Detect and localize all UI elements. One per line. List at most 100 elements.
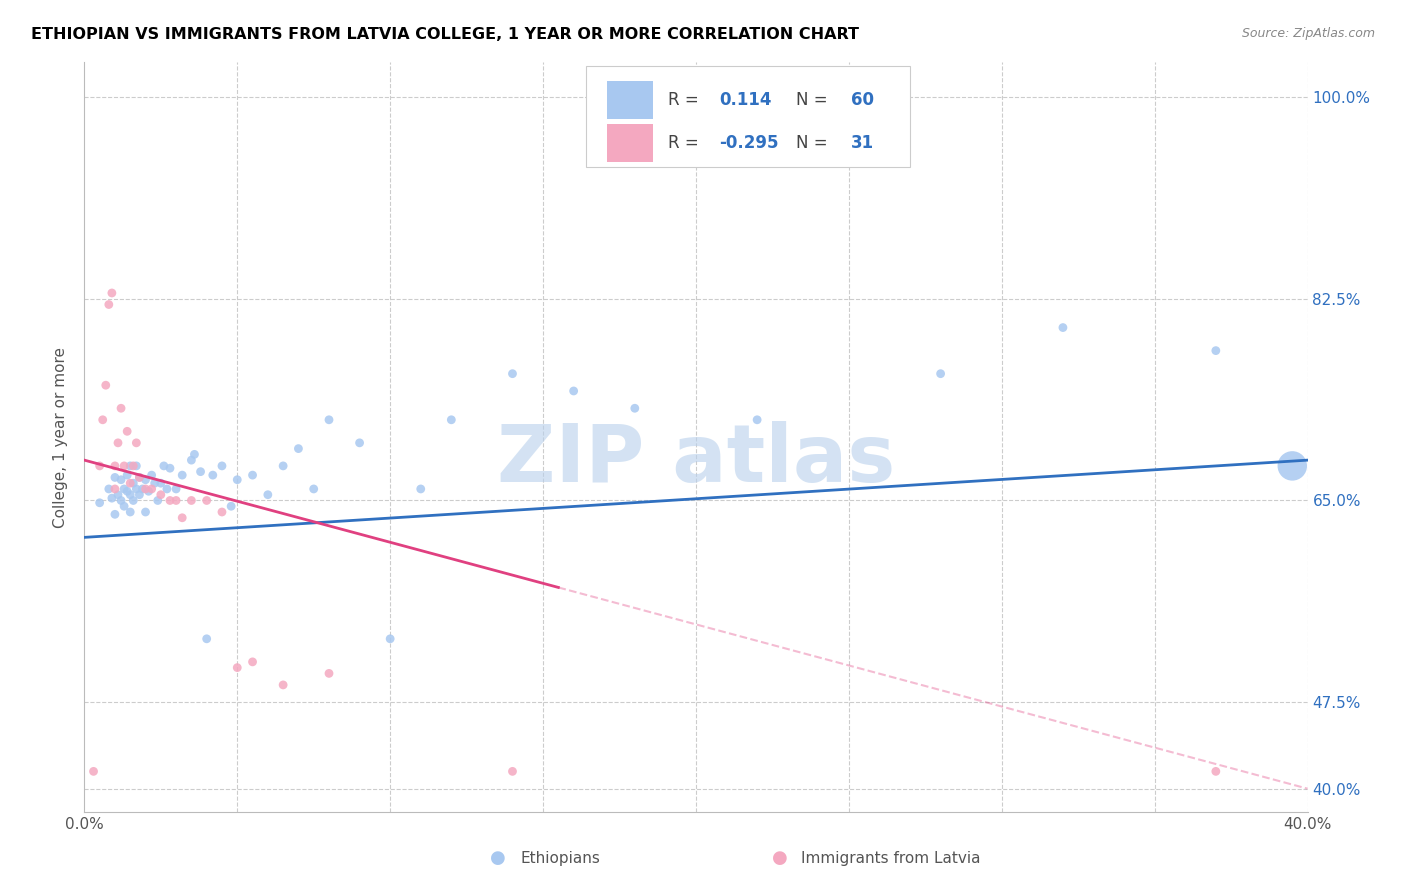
Text: ●: ● <box>772 849 787 867</box>
Point <box>89 458 111 473</box>
Point <box>318 413 340 427</box>
Point <box>135 505 157 519</box>
Point <box>242 468 264 483</box>
Text: Source: ZipAtlas.com: Source: ZipAtlas.com <box>1241 27 1375 40</box>
Point <box>104 482 127 496</box>
Point <box>131 482 153 496</box>
Point <box>120 476 142 491</box>
Point <box>165 493 187 508</box>
Point <box>318 666 340 681</box>
Point <box>91 413 114 427</box>
Point <box>440 413 463 427</box>
Point <box>143 476 166 491</box>
Point <box>271 678 294 692</box>
Point <box>302 482 325 496</box>
FancyBboxPatch shape <box>606 124 654 161</box>
Point <box>159 461 181 475</box>
Text: 0.114: 0.114 <box>720 91 772 109</box>
Text: Ethiopians: Ethiopians <box>520 851 600 865</box>
Point <box>128 488 150 502</box>
Point <box>211 505 233 519</box>
Text: 31: 31 <box>851 134 875 152</box>
Point <box>201 468 224 483</box>
Point <box>211 458 233 473</box>
Point <box>257 488 280 502</box>
Text: 60: 60 <box>851 91 875 109</box>
Point <box>115 484 138 499</box>
Point <box>101 491 124 505</box>
Point <box>1205 764 1227 779</box>
Point <box>125 435 148 450</box>
Point <box>104 470 127 484</box>
Point <box>183 447 205 461</box>
Point <box>120 458 142 473</box>
Point <box>135 473 157 487</box>
Text: R =: R = <box>668 134 699 152</box>
Point <box>226 473 249 487</box>
Point <box>349 435 371 450</box>
Point <box>149 476 172 491</box>
Point <box>409 482 432 496</box>
Point <box>101 285 124 300</box>
Text: ●: ● <box>491 849 506 867</box>
Point <box>112 458 135 473</box>
Point <box>89 496 111 510</box>
Point <box>562 384 585 398</box>
Point <box>112 500 135 514</box>
Text: R =: R = <box>668 91 704 109</box>
Point <box>94 378 117 392</box>
Point <box>107 435 129 450</box>
Point <box>287 442 309 456</box>
Point <box>146 493 169 508</box>
Point <box>122 458 145 473</box>
Text: ZIP atlas: ZIP atlas <box>496 420 896 499</box>
Point <box>195 632 218 646</box>
Point <box>115 468 138 483</box>
Point <box>153 458 176 473</box>
Point <box>128 470 150 484</box>
Point <box>110 401 132 416</box>
Point <box>120 505 142 519</box>
Point <box>219 500 242 514</box>
Point <box>115 425 138 439</box>
Point <box>156 482 179 496</box>
Point <box>380 632 402 646</box>
Point <box>112 482 135 496</box>
Text: Immigrants from Latvia: Immigrants from Latvia <box>801 851 981 865</box>
Point <box>172 510 194 524</box>
Point <box>624 401 647 416</box>
Point <box>141 468 163 483</box>
Point <box>226 660 249 674</box>
Point <box>195 493 218 508</box>
Point <box>128 470 150 484</box>
Point <box>97 297 120 311</box>
FancyBboxPatch shape <box>606 81 654 119</box>
Point <box>165 482 187 496</box>
Point <box>104 508 127 522</box>
Point <box>149 488 172 502</box>
Point <box>502 764 524 779</box>
Point <box>180 453 202 467</box>
Point <box>125 482 148 496</box>
Point <box>172 468 194 483</box>
Point <box>135 482 157 496</box>
Point <box>138 484 160 499</box>
Point <box>747 413 769 427</box>
Point <box>122 476 145 491</box>
Y-axis label: College, 1 year or more: College, 1 year or more <box>53 347 69 527</box>
Point <box>271 458 294 473</box>
Point <box>120 488 142 502</box>
Text: -0.295: -0.295 <box>720 134 779 152</box>
Point <box>141 482 163 496</box>
Point <box>242 655 264 669</box>
FancyBboxPatch shape <box>586 66 910 168</box>
Point <box>110 473 132 487</box>
Point <box>122 493 145 508</box>
Point <box>1205 343 1227 358</box>
Point <box>1052 320 1074 334</box>
Point <box>104 458 127 473</box>
Text: N =: N = <box>796 134 828 152</box>
Point <box>97 482 120 496</box>
Point <box>929 367 952 381</box>
Text: ETHIOPIAN VS IMMIGRANTS FROM LATVIA COLLEGE, 1 YEAR OR MORE CORRELATION CHART: ETHIOPIAN VS IMMIGRANTS FROM LATVIA COLL… <box>31 27 859 42</box>
